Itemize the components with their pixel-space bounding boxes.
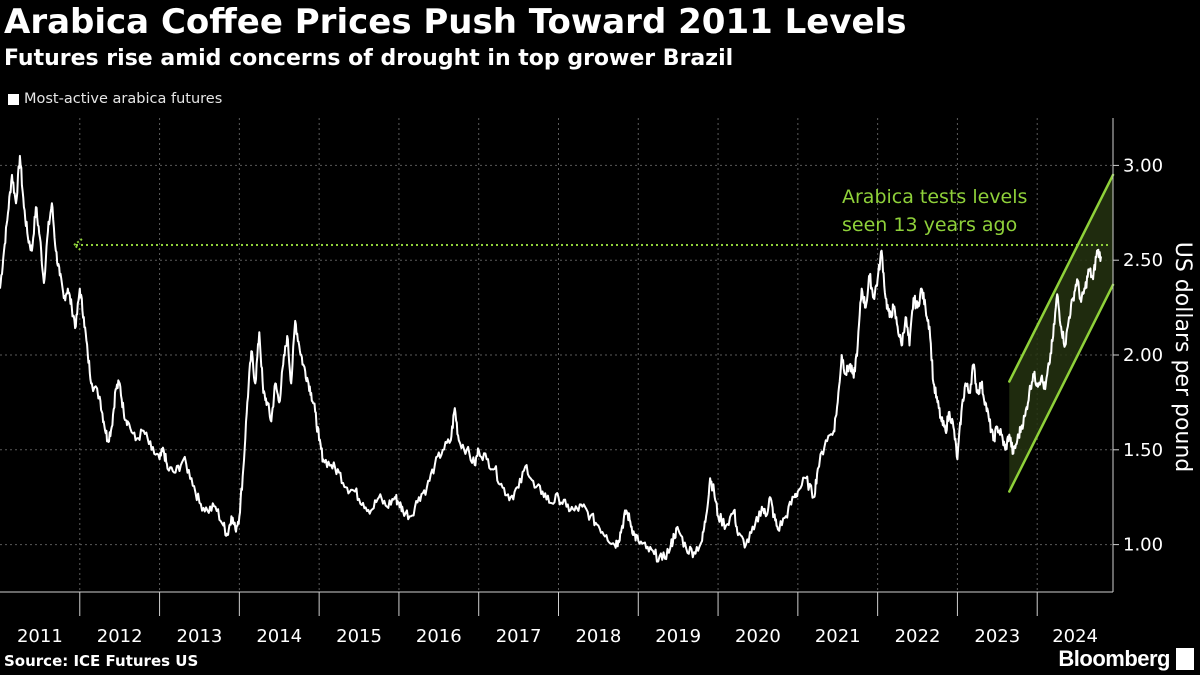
bloomberg-terminal-icon <box>1176 648 1194 670</box>
legend-swatch <box>8 93 19 105</box>
y-tick-label: 1.00 <box>1123 535 1163 556</box>
annotation: Arabica tests levels seen 13 years ago <box>842 186 1027 236</box>
reference-line-group <box>72 238 1111 252</box>
x-tick-label: 2023 <box>974 626 1020 647</box>
series-group <box>0 154 1102 563</box>
channel-upper-line <box>1008 173 1115 383</box>
channel-lower-line <box>1008 283 1115 493</box>
source-note: Source: ICE Futures US <box>4 652 199 670</box>
x-tick-label: 2012 <box>97 626 143 647</box>
y-tick-label: 3.00 <box>1123 155 1163 176</box>
x-tick-label: 2014 <box>256 626 302 647</box>
x-tick-label: 2020 <box>735 626 781 647</box>
reference-arrowhead <box>72 238 83 252</box>
x-tick-label: 2011 <box>17 626 63 647</box>
legend-label: Most-active arabica futures <box>24 91 223 107</box>
x-tick-label: 2013 <box>177 626 223 647</box>
x-tick-label: 2019 <box>655 626 701 647</box>
chart-title: Arabica Coffee Prices Push Toward 2011 L… <box>4 2 907 42</box>
x-tick-label: 2021 <box>815 626 861 647</box>
x-tick-label: 2018 <box>575 626 621 647</box>
x-tick-label: 2022 <box>895 626 941 647</box>
bloomberg-logo: Bloomberg <box>1058 646 1170 671</box>
legend: Most-active arabica futures <box>4 91 222 107</box>
chart-subtitle: Futures rise amid concerns of drought in… <box>4 46 734 71</box>
y-tick-label: 2.50 <box>1123 250 1163 271</box>
x-tick-label: 2017 <box>496 626 542 647</box>
x-tick-label: 2024 <box>1052 626 1098 647</box>
x-tick-label: 2016 <box>416 626 462 647</box>
x-tick-label: 2015 <box>336 626 382 647</box>
annotation-line-2: seen 13 years ago <box>842 214 1017 236</box>
annotation-line-1: Arabica tests levels <box>842 186 1027 208</box>
y-axis-label: US dollars per pound <box>1170 242 1195 473</box>
series-line <box>0 154 1102 563</box>
axes: 1.00 1.50 2.00 2.50 3.00 2011 2012 2013 2014 2015… <box>0 118 1163 647</box>
y-tick-label: 1.50 <box>1123 440 1163 461</box>
y-tick-label: 2.00 <box>1123 345 1163 366</box>
